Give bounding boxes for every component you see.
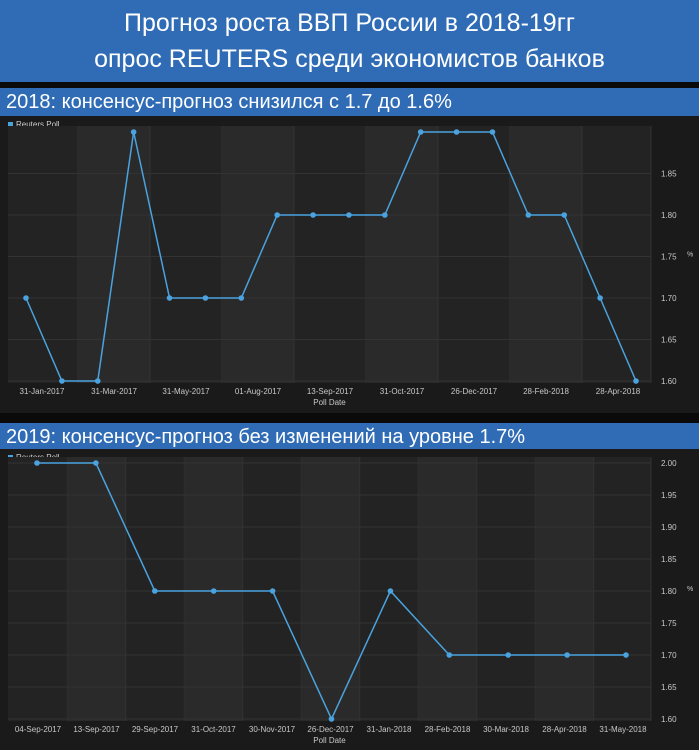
x-tick-label: 26-Dec-2017 — [307, 725, 354, 734]
grid-band — [535, 457, 594, 721]
y-tick-label: 1.95 — [661, 491, 677, 500]
y-tick-label: 1.75 — [661, 253, 677, 262]
grid-band — [78, 126, 150, 383]
y-tick-label: 1.60 — [661, 715, 677, 724]
data-point — [623, 652, 629, 658]
y-tick-label: 1.80 — [661, 587, 677, 596]
x-tick-label: 30-Nov-2017 — [249, 725, 296, 734]
y-tick-label: 1.60 — [661, 377, 677, 386]
data-point — [23, 295, 29, 301]
x-tick-label: 28-Feb-2018 — [425, 725, 471, 734]
data-point — [210, 588, 217, 594]
chart-2018: 1.60 1.65 1.70 1.75 1.80 1.85% 31-Jan-2017 31-M… — [8, 126, 693, 407]
data-point — [130, 129, 137, 135]
chart-panel-2019: Reuters Poll 1.601.651.701.751.801.851.9… — [0, 449, 699, 750]
x-tick-label: 26-Dec-2017 — [451, 387, 498, 396]
data-point — [453, 129, 460, 135]
data-point — [346, 212, 352, 218]
data-point — [59, 378, 65, 384]
data-point — [166, 295, 173, 301]
data-point — [328, 716, 335, 722]
x-axis-label: Poll Date — [313, 736, 346, 745]
grid-band — [301, 457, 360, 721]
y-tick-label: 1.70 — [661, 294, 677, 303]
y-tick-label: 1.65 — [661, 336, 677, 345]
legend-label: Reuters Poll — [16, 120, 60, 129]
x-tick-label: 31-May-2018 — [599, 725, 647, 734]
data-point — [238, 295, 245, 301]
data-point — [505, 652, 512, 658]
x-tick-label: 31-Jan-2018 — [367, 725, 412, 734]
x-tick-label: 31-Jan-2017 — [20, 387, 65, 396]
grid-band — [366, 126, 438, 383]
grid-band — [510, 126, 582, 383]
x-tick-label: 28-Apr-2018 — [542, 725, 587, 734]
page-title-line1: Прогноз роста ВВП России в 2018-19гг — [124, 9, 575, 37]
section-title-2019: 2019: консенсус-прогноз без изменений на… — [0, 423, 699, 451]
x-axis-label: Poll Date — [313, 398, 346, 407]
y-axis-label: % — [687, 586, 693, 593]
data-point — [489, 129, 496, 135]
series-line — [25, 131, 637, 382]
grid-band — [67, 457, 126, 721]
x-tick-label: 13-Sep-2017 — [73, 725, 120, 734]
data-point — [633, 378, 639, 384]
legend-2018: Reuters Poll — [8, 120, 60, 129]
data-point — [152, 588, 158, 594]
y-tick-label: 1.75 — [661, 619, 677, 628]
x-tick-label: 28-Apr-2018 — [596, 387, 641, 396]
x-tick-label: 01-Aug-2017 — [235, 387, 282, 396]
chart-panel-2018: Reuters Poll 1.60 1.65 1.70 1.75 1.80 1.85% 31… — [0, 116, 699, 413]
y-axis-label: % — [687, 252, 693, 259]
data-point — [274, 212, 280, 218]
data-point — [417, 129, 424, 135]
y-tick-label: 1.70 — [661, 651, 677, 660]
chart-2019: 1.60 1.65 1.70 1.75 1.80 1.85 1.90 1.95 2.00% 04-… — [8, 457, 693, 745]
page-title-line2: опрос REUTERS среди экономистов банков — [94, 45, 605, 73]
x-tick-label: 04-Sep-2017 — [15, 725, 62, 734]
data-point — [202, 295, 209, 301]
data-point — [561, 212, 568, 218]
data-point — [525, 212, 532, 218]
legend-swatch — [8, 122, 13, 127]
data-point — [94, 378, 101, 384]
x-tick-label: 31-Mar-2017 — [91, 387, 137, 396]
data-point — [310, 212, 316, 218]
y-tick-label: 1.90 — [661, 523, 677, 532]
y-tick-label: 2.00 — [661, 459, 677, 468]
x-tick-label: 13-Sep-2017 — [307, 387, 354, 396]
y-tick-label: 1.85 — [661, 555, 677, 564]
grid-band — [418, 457, 477, 721]
y-tick-label: 1.65 — [661, 683, 677, 692]
grid-band — [222, 126, 294, 383]
data-point — [93, 460, 99, 466]
data-point — [34, 460, 40, 466]
data-point — [382, 212, 388, 218]
data-point — [446, 652, 453, 658]
y-tick-label: 1.80 — [661, 211, 677, 220]
data-point — [597, 295, 603, 301]
title-banner: Прогноз роста ВВП России в 2018-19гг опр… — [0, 0, 699, 82]
x-tick-label: 29-Sep-2017 — [132, 725, 179, 734]
x-tick-label: 30-Mar-2018 — [483, 725, 529, 734]
x-tick-label: 31-May-2017 — [162, 387, 210, 396]
data-point — [564, 652, 570, 658]
data-point — [269, 588, 276, 594]
section-title-2018: 2018: консенсус-прогноз снизился с 1.7 д… — [0, 88, 699, 116]
y-tick-label: 1.85 — [661, 170, 677, 179]
x-tick-label: 28-Feb-2018 — [523, 387, 569, 396]
data-point — [387, 588, 394, 594]
x-tick-label: 31-Oct-2017 — [191, 725, 236, 734]
x-tick-label: 31-Oct-2017 — [380, 387, 425, 396]
